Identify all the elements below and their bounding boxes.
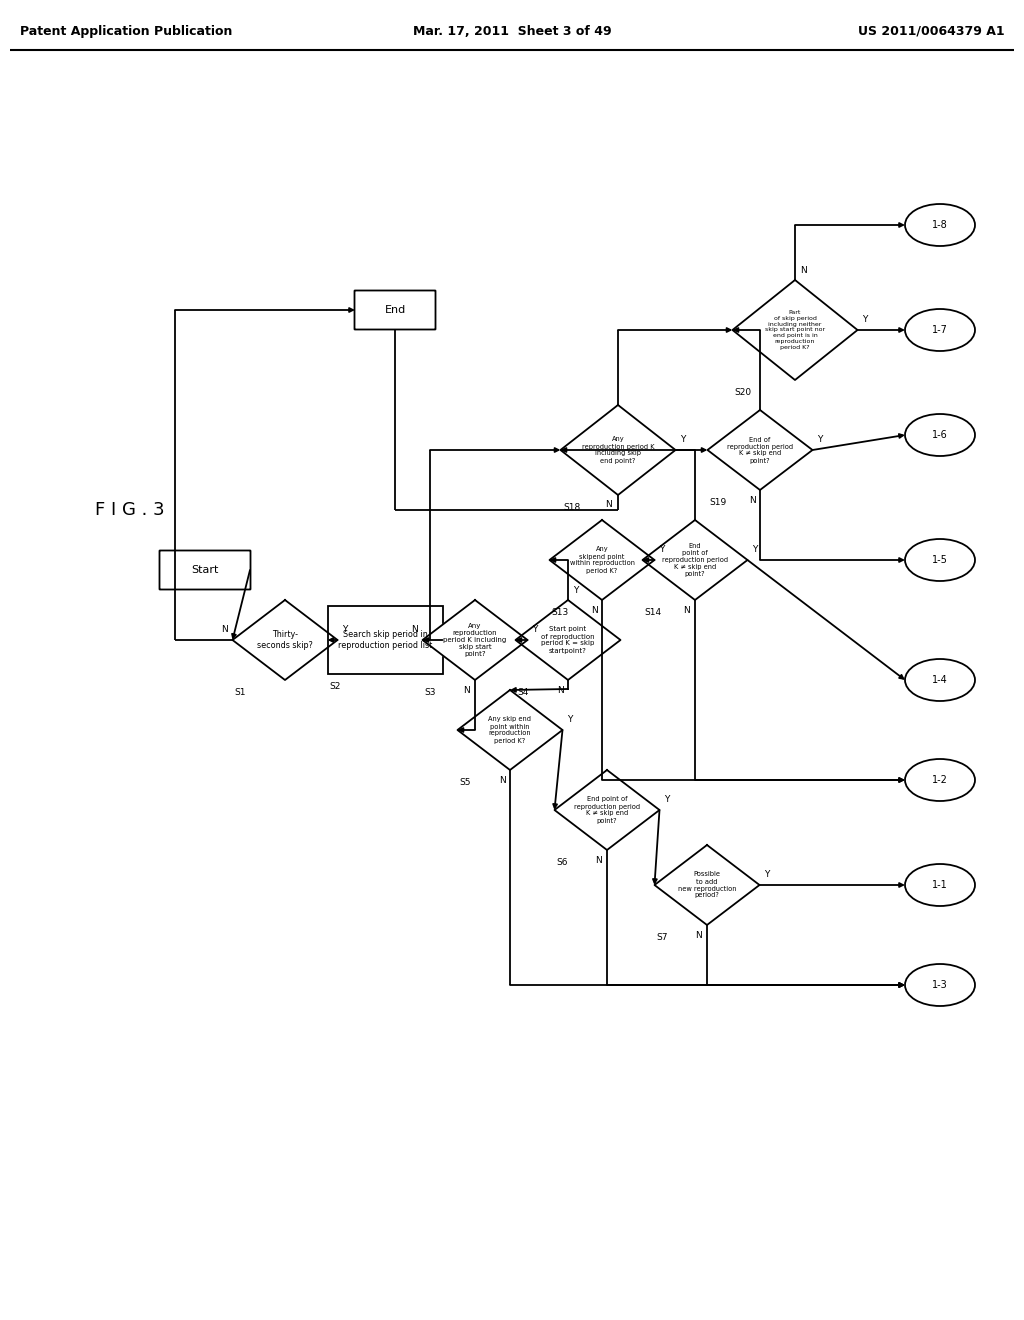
Text: Y: Y bbox=[342, 624, 348, 634]
Polygon shape bbox=[732, 280, 857, 380]
Text: Any
reproduction period K
including skip
end point?: Any reproduction period K including skip… bbox=[582, 437, 654, 463]
Text: S13: S13 bbox=[552, 609, 568, 616]
Text: S20: S20 bbox=[734, 388, 752, 397]
Text: Y: Y bbox=[567, 715, 572, 723]
Text: N: N bbox=[800, 267, 807, 275]
Text: Search skip period in
reproduction period list: Search skip period in reproduction perio… bbox=[338, 630, 432, 649]
Text: Possible
to add
new reproduction
period?: Possible to add new reproduction period? bbox=[678, 871, 736, 899]
Text: S14: S14 bbox=[644, 609, 662, 616]
Ellipse shape bbox=[905, 414, 975, 455]
Text: N: N bbox=[591, 606, 597, 615]
Text: N: N bbox=[749, 496, 756, 506]
Text: N: N bbox=[604, 500, 611, 510]
Text: Any
skipend point
within reproduction
period K?: Any skipend point within reproduction pe… bbox=[569, 546, 635, 573]
Text: S5: S5 bbox=[460, 777, 471, 787]
Text: Y: Y bbox=[817, 436, 823, 444]
Text: Y: Y bbox=[862, 315, 868, 323]
Text: Start: Start bbox=[191, 565, 219, 576]
Ellipse shape bbox=[905, 659, 975, 701]
Text: Any
reproduction
period K including
skip start
point?: Any reproduction period K including skip… bbox=[443, 623, 507, 657]
Text: F I G . 3: F I G . 3 bbox=[95, 502, 165, 519]
Text: N: N bbox=[411, 624, 418, 634]
Text: Any skip end
point within
reproduction
period K?: Any skip end point within reproduction p… bbox=[488, 717, 531, 743]
Text: S19: S19 bbox=[710, 498, 727, 507]
Text: Y: Y bbox=[659, 545, 665, 554]
Text: Y: Y bbox=[665, 795, 670, 804]
Text: N: N bbox=[684, 606, 690, 615]
Text: 1-1: 1-1 bbox=[932, 880, 948, 890]
FancyBboxPatch shape bbox=[160, 550, 251, 590]
Text: S1: S1 bbox=[234, 688, 246, 697]
Text: S2: S2 bbox=[330, 682, 341, 690]
Text: N: N bbox=[464, 686, 470, 696]
Polygon shape bbox=[654, 845, 760, 925]
Polygon shape bbox=[458, 690, 562, 770]
Text: 1-3: 1-3 bbox=[932, 979, 948, 990]
Text: Patent Application Publication: Patent Application Publication bbox=[20, 25, 232, 38]
Text: End of
reproduction period
K ≠ skip end
point?: End of reproduction period K ≠ skip end … bbox=[727, 437, 793, 463]
Text: S3: S3 bbox=[425, 688, 436, 697]
Text: S7: S7 bbox=[656, 933, 668, 942]
Polygon shape bbox=[232, 601, 338, 680]
Text: N: N bbox=[557, 686, 563, 696]
Text: Y: Y bbox=[573, 586, 579, 595]
Text: S4: S4 bbox=[517, 688, 528, 697]
Text: US 2011/0064379 A1: US 2011/0064379 A1 bbox=[858, 25, 1005, 38]
Text: Y: Y bbox=[532, 624, 538, 634]
Ellipse shape bbox=[905, 865, 975, 906]
Ellipse shape bbox=[905, 205, 975, 246]
Text: Part
of skip period
including neither
skip start point nor
end point is in
repro: Part of skip period including neither sk… bbox=[765, 310, 825, 350]
Text: 1-5: 1-5 bbox=[932, 554, 948, 565]
Text: N: N bbox=[499, 776, 506, 785]
Bar bbox=[328, 606, 442, 675]
Polygon shape bbox=[555, 770, 659, 850]
Text: End: End bbox=[384, 305, 406, 315]
Text: 1-2: 1-2 bbox=[932, 775, 948, 785]
Polygon shape bbox=[560, 405, 676, 495]
Text: 1-4: 1-4 bbox=[932, 675, 948, 685]
Text: End
point of
reproduction period
K ≠ skip end
point?: End point of reproduction period K ≠ ski… bbox=[662, 543, 728, 577]
Ellipse shape bbox=[905, 964, 975, 1006]
Text: End point of
reproduction period
K ≠ skip end
point?: End point of reproduction period K ≠ ski… bbox=[573, 796, 640, 824]
Polygon shape bbox=[642, 520, 748, 601]
Text: 1-7: 1-7 bbox=[932, 325, 948, 335]
Text: Y: Y bbox=[753, 545, 758, 554]
Ellipse shape bbox=[905, 759, 975, 801]
Text: N: N bbox=[221, 624, 227, 634]
Text: N: N bbox=[596, 855, 602, 865]
Polygon shape bbox=[708, 411, 812, 490]
Text: N: N bbox=[695, 931, 702, 940]
Text: Thirty-
seconds skip?: Thirty- seconds skip? bbox=[257, 630, 313, 649]
FancyBboxPatch shape bbox=[354, 290, 435, 330]
Text: S18: S18 bbox=[563, 503, 581, 512]
Text: 1-6: 1-6 bbox=[932, 430, 948, 440]
Polygon shape bbox=[550, 520, 654, 601]
Text: 1-8: 1-8 bbox=[932, 220, 948, 230]
Text: Y: Y bbox=[681, 436, 686, 444]
Text: Start point
of reproduction
period K = skip
startpoint?: Start point of reproduction period K = s… bbox=[542, 627, 595, 653]
Text: S6: S6 bbox=[556, 858, 568, 867]
Ellipse shape bbox=[905, 309, 975, 351]
Text: Y: Y bbox=[765, 870, 770, 879]
Polygon shape bbox=[515, 601, 621, 680]
Ellipse shape bbox=[905, 539, 975, 581]
Polygon shape bbox=[423, 601, 527, 680]
Text: Mar. 17, 2011  Sheet 3 of 49: Mar. 17, 2011 Sheet 3 of 49 bbox=[413, 25, 611, 38]
